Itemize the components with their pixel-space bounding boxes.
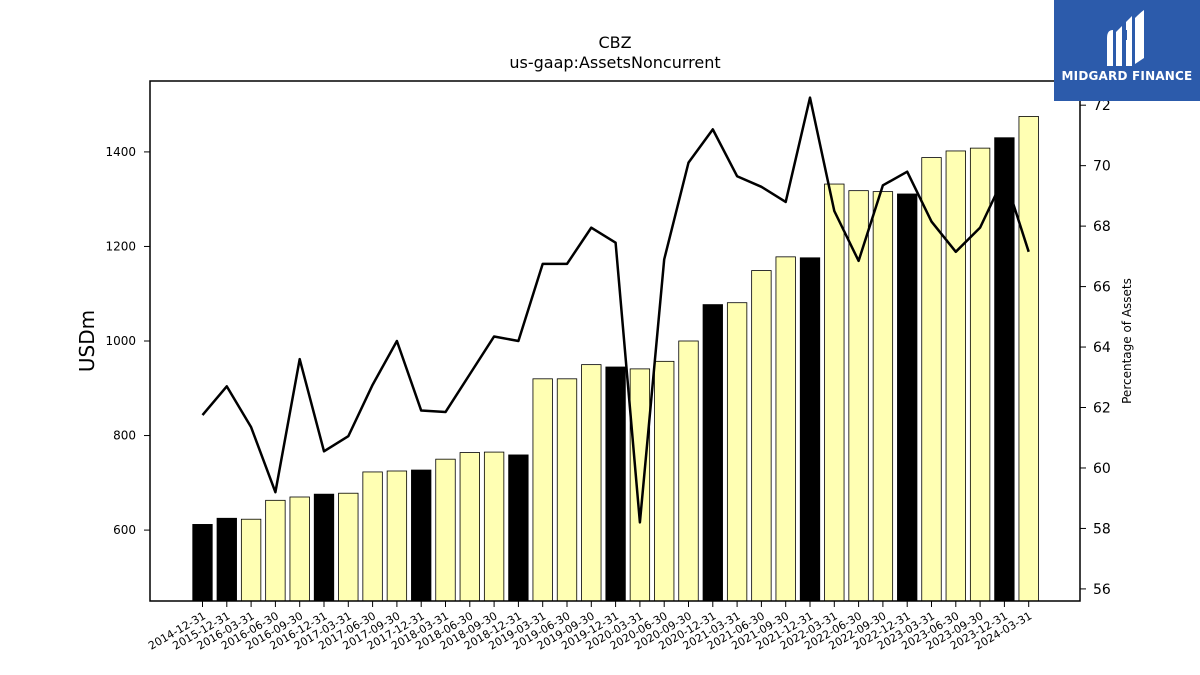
bar-2020-12-31 bbox=[702, 304, 723, 602]
bar-2021-06-30 bbox=[751, 270, 772, 602]
logo-text: MIDGARD FINANCE bbox=[1061, 69, 1193, 83]
bar-2020-06-30 bbox=[654, 360, 675, 602]
bar-2018-06-30 bbox=[459, 452, 480, 602]
bar-2019-03-31 bbox=[532, 378, 553, 602]
bar-series bbox=[192, 116, 1039, 602]
bar-2017-06-30 bbox=[362, 471, 383, 602]
chart-title: CBZ bbox=[598, 33, 631, 52]
bar-2014-12-31 bbox=[192, 524, 213, 602]
y-tick-label-1000: 1000 bbox=[105, 334, 136, 348]
bar-2021-12-31 bbox=[799, 257, 821, 602]
y-tick-label-600: 600 bbox=[113, 523, 136, 537]
bar-2022-09-30 bbox=[872, 191, 894, 602]
bar-2021-03-31 bbox=[726, 302, 748, 602]
y2-tick-label-68: 68 bbox=[1093, 219, 1111, 235]
bar-2023-06-30 bbox=[945, 150, 966, 602]
y2-tick-label-60: 60 bbox=[1093, 461, 1111, 477]
y-tick-label-1400: 1400 bbox=[105, 145, 136, 159]
bar-2016-12-31 bbox=[313, 493, 335, 602]
line-series bbox=[201, 96, 1030, 524]
bar-2017-03-31 bbox=[338, 492, 359, 602]
y2-tick-label-64: 64 bbox=[1093, 340, 1111, 356]
y2-axis-label: Percentage of Assets bbox=[1120, 278, 1134, 404]
y-tick-label-800: 800 bbox=[113, 429, 136, 443]
bar-2018-12-31 bbox=[508, 454, 529, 602]
bar-2019-06-30 bbox=[556, 378, 578, 602]
bar-2023-03-31 bbox=[921, 157, 942, 602]
y2-tick-label-72: 72 bbox=[1093, 98, 1111, 114]
brand-logo: MIDGARD FINANCE bbox=[1054, 0, 1200, 101]
bar-2018-09-30 bbox=[483, 451, 505, 602]
y2-tick-label-58: 58 bbox=[1093, 521, 1111, 537]
bar-2020-03-31 bbox=[629, 368, 651, 602]
bar-2024-03-31 bbox=[1018, 116, 1039, 602]
bar-2023-12-31 bbox=[994, 137, 1015, 602]
bar-2019-12-31 bbox=[605, 366, 626, 602]
bar-2016-06-30 bbox=[265, 499, 286, 602]
bar-2016-03-31 bbox=[240, 518, 262, 602]
y2-tick-label-62: 62 bbox=[1093, 401, 1111, 417]
bar-2017-09-30 bbox=[386, 470, 408, 602]
line-percentage-of-assets bbox=[201, 96, 1030, 524]
x-axis: 2014-12-312015-12-312016-03-312016-06-30… bbox=[146, 601, 1034, 653]
bar-2022-12-31 bbox=[897, 193, 918, 602]
bar-2016-09-30 bbox=[289, 496, 310, 602]
y2-tick-label-70: 70 bbox=[1093, 159, 1111, 175]
bar-2020-09-30 bbox=[678, 340, 699, 602]
y2-tick-label-66: 66 bbox=[1093, 280, 1111, 296]
bar-2022-06-30 bbox=[848, 190, 869, 602]
y-tick-label-1200: 1200 bbox=[105, 239, 136, 253]
logo-mark-icon bbox=[1107, 10, 1144, 66]
bar-2019-09-30 bbox=[581, 364, 602, 602]
bar-2018-03-31 bbox=[435, 458, 456, 602]
bar-2022-03-31 bbox=[824, 183, 845, 602]
y2-tick-label-56: 56 bbox=[1093, 582, 1111, 598]
bar-2021-09-30 bbox=[775, 256, 796, 602]
bar-2017-12-31 bbox=[411, 469, 432, 602]
bar-2015-12-31 bbox=[216, 517, 237, 602]
y-axis-right: 56 58 60 62 64 66 68 70 72 bbox=[1080, 98, 1111, 598]
chart-subtitle: us-gaap:AssetsNoncurrent bbox=[509, 53, 720, 72]
y-axis-left: 600 800 1000 1200 1400 bbox=[105, 145, 150, 537]
y-axis-label: USDm bbox=[75, 310, 99, 372]
